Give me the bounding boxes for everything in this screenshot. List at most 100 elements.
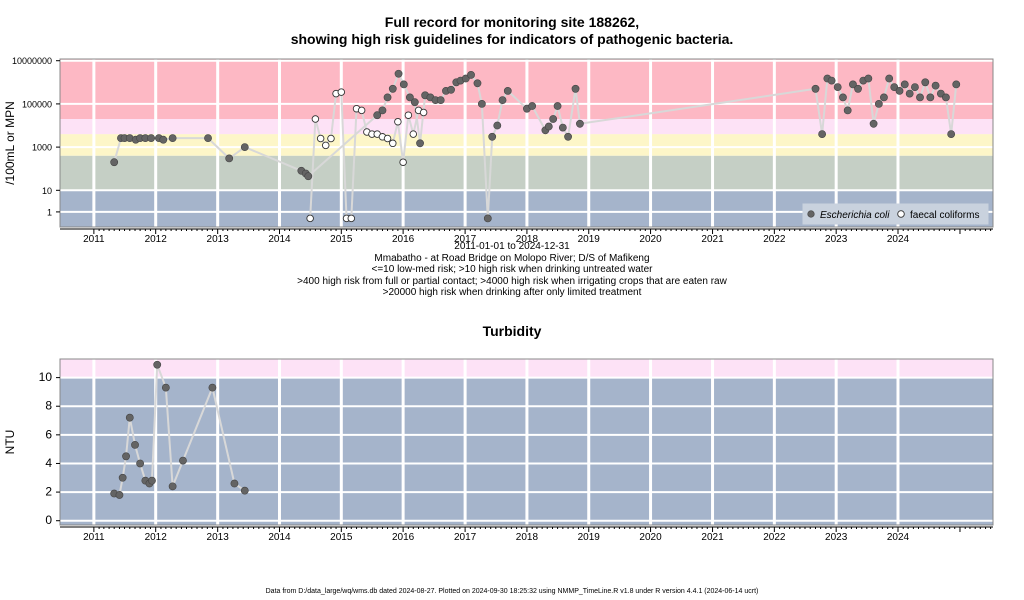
y-tick-label: 1000 bbox=[32, 143, 52, 153]
y-tick-label: 8 bbox=[45, 399, 52, 413]
x-tick-label: 2023 bbox=[825, 532, 848, 543]
data-point-open bbox=[389, 139, 397, 148]
data-point bbox=[168, 482, 177, 491]
chart-title-line1: Full record for monitoring site 188262, bbox=[384, 14, 640, 30]
data-point bbox=[811, 84, 820, 93]
y-tick-label: 10 bbox=[39, 370, 53, 384]
x-tick-label: 2013 bbox=[207, 532, 230, 543]
data-point bbox=[416, 139, 424, 148]
data-point bbox=[931, 81, 940, 90]
legend-box bbox=[802, 203, 989, 225]
x-tick-label: 2017 bbox=[454, 532, 477, 543]
data-point bbox=[131, 440, 139, 449]
x-tick-label: 2021 bbox=[701, 234, 724, 245]
data-point bbox=[159, 135, 168, 144]
chart-title-line2: showing high risk guidelines for indicat… bbox=[290, 31, 734, 47]
y-axis-label: NTU bbox=[3, 430, 17, 455]
x-tick-label: 2016 bbox=[392, 532, 415, 543]
data-point-open bbox=[337, 88, 346, 96]
data-point bbox=[436, 96, 445, 105]
data-point-open bbox=[357, 106, 366, 115]
x-tick-label: 2011 bbox=[83, 532, 105, 543]
legend-marker-faecal bbox=[897, 210, 905, 218]
y-tick-label: 6 bbox=[45, 427, 52, 441]
data-point bbox=[947, 130, 956, 139]
data-point-open bbox=[404, 111, 413, 119]
y-axis-label: /100mL or MPN bbox=[3, 101, 17, 185]
data-point bbox=[488, 132, 497, 141]
y-tick-label: 10 bbox=[42, 186, 52, 196]
data-point bbox=[911, 83, 919, 92]
data-point bbox=[110, 158, 119, 167]
data-point bbox=[477, 100, 486, 108]
data-point bbox=[240, 143, 249, 152]
data-point bbox=[833, 83, 842, 92]
y-tick-label: 4 bbox=[45, 456, 52, 470]
x-tick-label: 2011 bbox=[83, 234, 105, 245]
data-point bbox=[240, 486, 249, 495]
data-point bbox=[493, 121, 502, 130]
data-point bbox=[498, 96, 507, 105]
data-point bbox=[571, 84, 580, 93]
x-tick-label: 2014 bbox=[268, 234, 291, 245]
data-point bbox=[405, 93, 414, 102]
data-point bbox=[942, 93, 950, 102]
data-point bbox=[895, 87, 904, 95]
data-point bbox=[179, 456, 187, 465]
data-point bbox=[528, 102, 537, 110]
x-tick-label: 2022 bbox=[763, 234, 786, 245]
data-point-open bbox=[419, 108, 428, 117]
data-point bbox=[304, 172, 313, 181]
data-point bbox=[827, 76, 836, 85]
data-point bbox=[874, 100, 883, 108]
data-point bbox=[558, 123, 567, 132]
data-point bbox=[905, 89, 914, 98]
data-point-open bbox=[311, 115, 320, 123]
x-tick-label: 2014 bbox=[268, 532, 291, 543]
data-point bbox=[161, 383, 170, 392]
x-tick-label: 2018 bbox=[516, 532, 539, 543]
data-point bbox=[136, 459, 145, 468]
x-tick-label: 2024 bbox=[887, 234, 910, 245]
data-point bbox=[473, 79, 482, 88]
x-tick-label: 2018 bbox=[516, 234, 539, 245]
x-tick-label: 2019 bbox=[578, 234, 601, 245]
turbidity-title: Turbidity bbox=[482, 323, 542, 339]
data-point bbox=[576, 119, 584, 128]
data-point bbox=[378, 106, 387, 115]
x-tick-label: 2020 bbox=[639, 234, 662, 245]
caption-risk-contact: >400 high risk from full or partial cont… bbox=[297, 276, 727, 287]
data-point-open bbox=[394, 117, 402, 126]
data-point-open bbox=[399, 158, 407, 166]
data-point bbox=[880, 93, 888, 102]
caption-date-range: 2011-01-01 to 2024-12-31 bbox=[454, 241, 570, 252]
x-tick-label: 2019 bbox=[578, 532, 601, 543]
data-point bbox=[921, 78, 930, 87]
data-point-open bbox=[306, 214, 314, 223]
y-tick-label: 0 bbox=[45, 513, 52, 527]
data-point bbox=[952, 80, 961, 89]
data-point bbox=[864, 74, 873, 83]
x-tick-label: 2017 bbox=[454, 234, 477, 245]
x-tick-label: 2022 bbox=[763, 532, 786, 543]
data-point bbox=[885, 74, 894, 83]
data-point bbox=[467, 71, 475, 79]
legend-label-faecal: faecal coliforms bbox=[910, 210, 979, 221]
data-point bbox=[549, 115, 558, 123]
chart-panel-1: 1 10 1000 100000 10000000 2011 2012 2013 2014 201… bbox=[3, 56, 994, 245]
caption-risk-treatment: >20000 high risk when drinking after onl… bbox=[382, 287, 642, 298]
data-point bbox=[890, 83, 899, 92]
y-tick-label: 100000 bbox=[22, 99, 52, 109]
data-point bbox=[115, 491, 124, 499]
data-point bbox=[168, 134, 177, 143]
data-point bbox=[147, 134, 156, 143]
data-point bbox=[849, 80, 857, 89]
data-point-open bbox=[409, 130, 418, 138]
data-point bbox=[208, 383, 217, 392]
chart-panel-2: 0 2 4 6 8 10 2011 2012 2013 2014 2015 2016 2017 2018 2… bbox=[3, 358, 994, 543]
data-point bbox=[383, 93, 392, 102]
y-tick-label: 2 bbox=[45, 485, 52, 499]
caption-risk-drinking: <=10 low-med risk; >10 high risk when dr… bbox=[371, 264, 653, 275]
y-tick-label: 1 bbox=[47, 207, 52, 217]
